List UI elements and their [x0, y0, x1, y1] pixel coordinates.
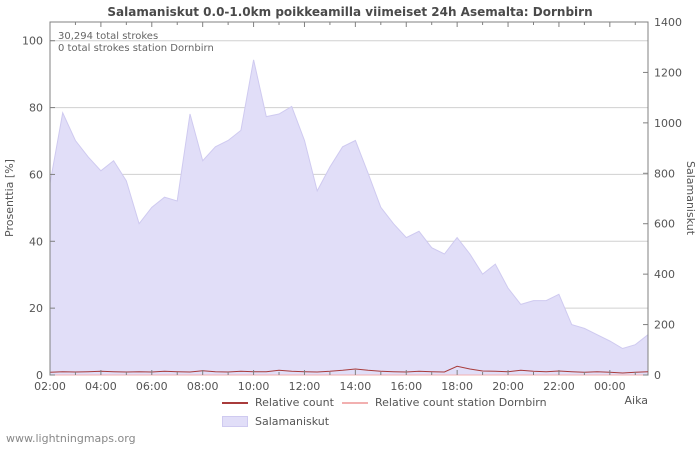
svg-text:12:00: 12:00 — [289, 380, 321, 393]
legend-label-relative-count-station: Relative count station Dornbirn — [375, 396, 547, 409]
svg-text:14:00: 14:00 — [340, 380, 372, 393]
station-strokes-annotation: 0 total strokes station Dornbirn — [58, 43, 214, 54]
svg-text:80: 80 — [29, 102, 43, 115]
svg-text:16:00: 16:00 — [390, 380, 422, 393]
chart-title: Salamaniskut 0.0-1.0km poikkeamilla viim… — [107, 5, 593, 19]
total-strokes-annotation: 30,294 total strokes — [58, 31, 159, 42]
legend-label-salamaniskut: Salamaniskut — [255, 415, 330, 428]
svg-text:00:00: 00:00 — [594, 380, 626, 393]
svg-text:20: 20 — [29, 302, 43, 315]
svg-text:08:00: 08:00 — [187, 380, 219, 393]
legend-label-relative-count: Relative count — [255, 396, 334, 409]
legend-item-salamaniskut: Salamaniskut — [222, 415, 329, 428]
right-axis-title: Salamaniskut — [684, 161, 697, 236]
salamaniskut-area-swatch — [222, 416, 248, 427]
svg-text:800: 800 — [654, 167, 675, 180]
left-axis-title: Prosenttia [%] — [3, 159, 16, 237]
svg-text:20:00: 20:00 — [492, 380, 524, 393]
relative-count-station-line-swatch — [342, 401, 368, 404]
svg-text:22:00: 22:00 — [543, 380, 575, 393]
svg-text:1400: 1400 — [654, 16, 682, 29]
legend-item-relative-count-station: Relative count station Dornbirn — [342, 396, 547, 409]
svg-text:400: 400 — [654, 268, 675, 281]
legend-item-relative-count: Relative count — [222, 396, 334, 409]
svg-text:02:00: 02:00 — [34, 380, 66, 393]
svg-text:0: 0 — [36, 369, 43, 382]
svg-text:1000: 1000 — [654, 117, 682, 130]
watermark: www.lightningmaps.org — [6, 432, 136, 445]
svg-text:18:00: 18:00 — [441, 380, 473, 393]
svg-text:04:00: 04:00 — [85, 380, 117, 393]
svg-text:10:00: 10:00 — [238, 380, 270, 393]
svg-text:100: 100 — [22, 35, 43, 48]
svg-text:40: 40 — [29, 235, 43, 248]
x-axis-title: Aika — [625, 394, 649, 407]
svg-text:0: 0 — [654, 369, 661, 382]
svg-text:200: 200 — [654, 319, 675, 332]
svg-text:60: 60 — [29, 168, 43, 181]
relative-count-line-swatch — [222, 401, 248, 404]
svg-text:1200: 1200 — [654, 66, 682, 79]
svg-text:06:00: 06:00 — [136, 380, 168, 393]
svg-text:600: 600 — [654, 218, 675, 231]
